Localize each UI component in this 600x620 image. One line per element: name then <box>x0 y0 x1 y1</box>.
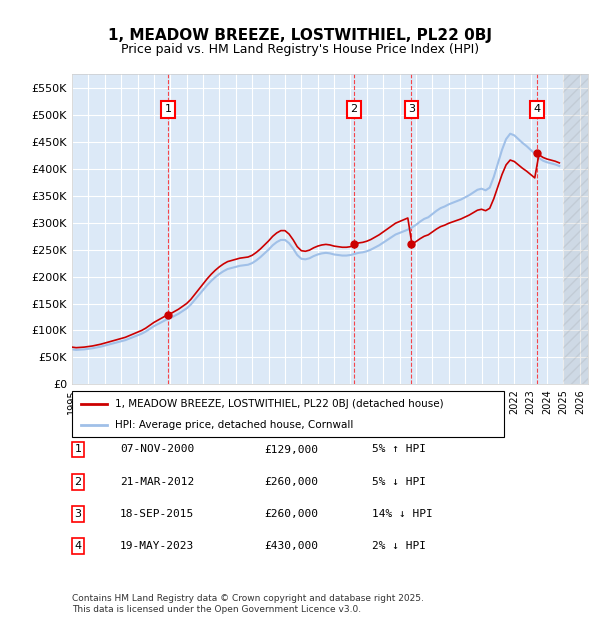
Text: £260,000: £260,000 <box>264 477 318 487</box>
FancyBboxPatch shape <box>72 391 504 437</box>
Text: 1, MEADOW BREEZE, LOSTWITHIEL, PL22 0BJ: 1, MEADOW BREEZE, LOSTWITHIEL, PL22 0BJ <box>108 28 492 43</box>
Text: 1, MEADOW BREEZE, LOSTWITHIEL, PL22 0BJ (detached house): 1, MEADOW BREEZE, LOSTWITHIEL, PL22 0BJ … <box>115 399 444 409</box>
Text: 07-NOV-2000: 07-NOV-2000 <box>120 445 194 454</box>
Text: 19-MAY-2023: 19-MAY-2023 <box>120 541 194 551</box>
Text: 1: 1 <box>164 104 172 115</box>
Text: Price paid vs. HM Land Registry's House Price Index (HPI): Price paid vs. HM Land Registry's House … <box>121 43 479 56</box>
Text: £260,000: £260,000 <box>264 509 318 519</box>
Text: 4: 4 <box>74 541 82 551</box>
Text: £430,000: £430,000 <box>264 541 318 551</box>
Text: 2: 2 <box>74 477 82 487</box>
Text: 14% ↓ HPI: 14% ↓ HPI <box>372 509 433 519</box>
Text: 3: 3 <box>74 509 82 519</box>
Text: 5% ↑ HPI: 5% ↑ HPI <box>372 445 426 454</box>
Text: HPI: Average price, detached house, Cornwall: HPI: Average price, detached house, Corn… <box>115 420 353 430</box>
Text: 21-MAR-2012: 21-MAR-2012 <box>120 477 194 487</box>
Text: 3: 3 <box>408 104 415 115</box>
Text: 18-SEP-2015: 18-SEP-2015 <box>120 509 194 519</box>
Text: 2% ↓ HPI: 2% ↓ HPI <box>372 541 426 551</box>
Text: 2: 2 <box>350 104 358 115</box>
Text: 1: 1 <box>74 445 82 454</box>
Text: £129,000: £129,000 <box>264 445 318 454</box>
Text: 5% ↓ HPI: 5% ↓ HPI <box>372 477 426 487</box>
Text: Contains HM Land Registry data © Crown copyright and database right 2025.
This d: Contains HM Land Registry data © Crown c… <box>72 595 424 614</box>
Text: 4: 4 <box>533 104 541 115</box>
